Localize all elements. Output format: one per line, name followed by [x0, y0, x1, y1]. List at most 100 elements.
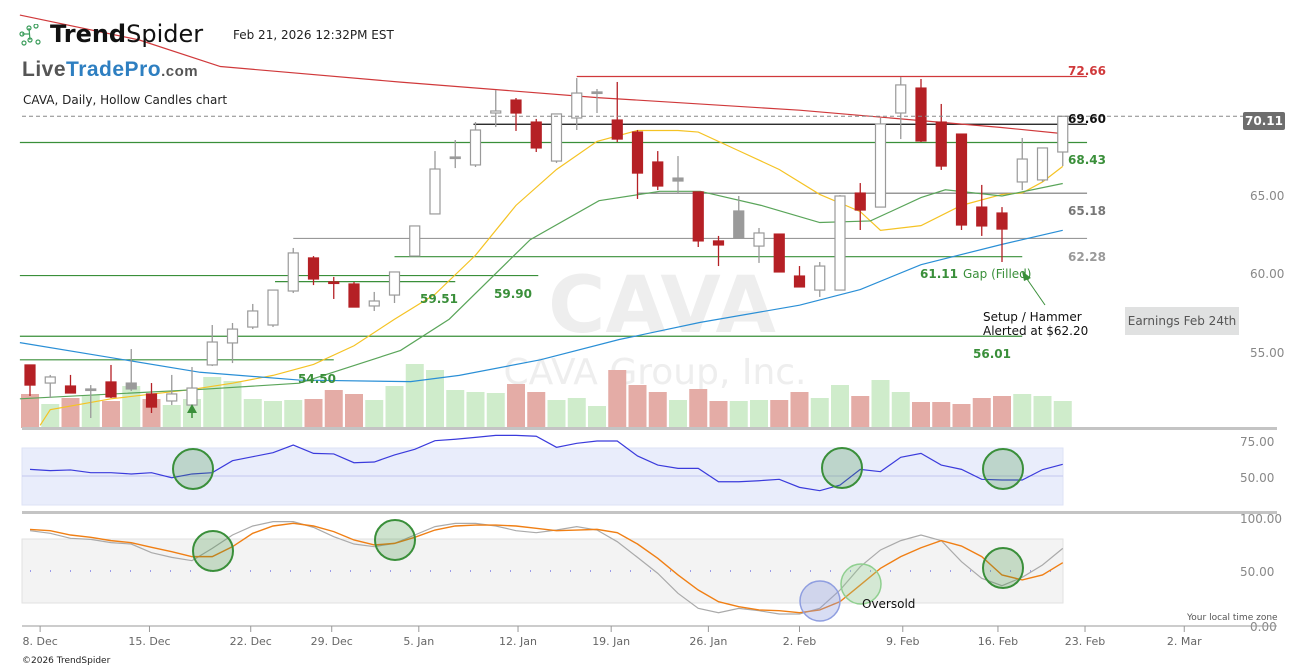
candle-body	[712, 240, 725, 246]
moving-average-ma200	[19, 14, 1063, 135]
level-label-56-01: 56.01	[973, 347, 1011, 361]
logo-part-com: .com	[161, 63, 199, 80]
candle-body	[915, 87, 927, 142]
candle-body	[976, 206, 988, 227]
volume-bar	[729, 401, 748, 428]
time-tick-label: 29. Dec	[311, 635, 353, 648]
level-label-59-51: 59.51	[420, 292, 458, 306]
candle-body	[44, 376, 56, 384]
stochastic-d-line	[29, 522, 1064, 614]
volume-bar	[547, 400, 566, 428]
candle-body	[449, 156, 461, 160]
time-tick-label: 16. Feb	[978, 635, 1018, 648]
candle-body	[328, 281, 340, 285]
volume-bar	[102, 401, 120, 428]
stoch-signal-circle	[192, 530, 234, 572]
candle-body	[793, 275, 806, 288]
volume-bar	[304, 399, 323, 428]
candle-body	[125, 382, 137, 390]
timezone-label: Your local time zone	[1187, 613, 1278, 623]
candle-body	[409, 225, 421, 257]
candle-body	[368, 300, 380, 307]
volume-bar	[385, 386, 404, 428]
volume-bar	[345, 394, 363, 428]
candle-body	[611, 119, 623, 140]
stoch-signal-circle	[982, 547, 1024, 589]
panel-divider-volume[interactable]	[22, 427, 1277, 430]
candle-body	[348, 283, 360, 308]
time-tick-label: 26. Jan	[689, 635, 727, 648]
volume-bar	[952, 404, 971, 428]
candle-body	[166, 393, 178, 402]
volume-bar	[324, 390, 343, 428]
candle-body	[996, 212, 1008, 230]
time-tick-label: 19. Jan	[592, 635, 630, 648]
volume-bar	[21, 394, 39, 428]
candle-body	[1057, 115, 1069, 153]
price-tick-55: 55.00	[1250, 346, 1284, 360]
level-label-68-43: 68.43	[1068, 153, 1106, 167]
volume-bar	[243, 399, 262, 428]
chart-timestamp: Feb 21, 2026 12:32PM EST	[233, 28, 394, 42]
volume-bar	[608, 370, 627, 428]
volume-bar	[162, 405, 181, 428]
gap-filled-label: Gap (Filled)	[963, 267, 1031, 281]
moving-average-ma50	[19, 182, 1063, 400]
stoch-tick-100: 100.00	[1240, 512, 1282, 526]
volume-bar	[750, 400, 768, 428]
candle-body	[226, 328, 239, 344]
time-tick-label: 2. Mar	[1167, 635, 1202, 648]
level-label-69-60: 69.60	[1068, 112, 1106, 126]
oversold-label: Oversold	[862, 597, 915, 611]
candle-body	[753, 232, 765, 247]
stoch-oversold-circle	[799, 580, 841, 622]
candle-body	[550, 113, 563, 162]
candle-body	[105, 381, 117, 398]
candle-body	[247, 310, 259, 328]
rsi-tick-50: 50.00	[1240, 471, 1274, 485]
volume-bar	[446, 390, 465, 428]
candle-body	[672, 177, 684, 182]
level-label-62-28: 62.28	[1068, 250, 1106, 264]
volume-bar	[203, 377, 222, 428]
rsi-tick-75: 75.00	[1240, 435, 1274, 449]
symbol-description: CAVA, Daily, Hollow Candles chart	[23, 93, 228, 107]
price-tick-65: 65.00	[1250, 189, 1284, 203]
brand-light: Spider	[126, 20, 204, 48]
candle-body	[814, 265, 826, 291]
candle-body	[935, 121, 947, 167]
rsi-signal-circle	[982, 448, 1024, 490]
copyright: ©2026 TrendSpider	[22, 656, 111, 666]
candle-body	[692, 191, 704, 242]
panel-divider-rsi[interactable]	[22, 511, 1277, 514]
candle-body	[469, 129, 482, 166]
volume-bar	[831, 385, 849, 428]
spider-logo-icon	[19, 24, 41, 46]
level-label-65-18: 65.18	[1068, 204, 1106, 218]
candle-body	[874, 123, 887, 208]
candle-body	[591, 91, 603, 95]
level-label-72-66: 72.66	[1068, 64, 1106, 78]
volume-bar	[912, 402, 930, 428]
level-label-61-11: 61.11	[920, 267, 958, 281]
time-tick-label: 23. Feb	[1065, 635, 1105, 648]
volume-bar	[426, 370, 444, 428]
brand-bold: Trend	[50, 20, 127, 48]
time-tick-label: 2. Feb	[783, 635, 816, 648]
candle-body	[1016, 158, 1028, 183]
volume-bar	[648, 392, 667, 428]
volume-bar	[41, 404, 60, 428]
watermark-ticker: CAVA	[548, 261, 776, 351]
volume-bar	[770, 400, 789, 428]
time-tick-label: 8. Dec	[22, 635, 57, 648]
volume-bar	[567, 398, 586, 428]
volume-bar	[628, 385, 647, 428]
rsi-line	[29, 434, 1063, 492]
candle-body	[206, 341, 218, 366]
setup-label-line1: Setup / Hammer	[983, 310, 1082, 324]
candle-body	[652, 161, 664, 187]
stoch-signal-circle-light	[840, 563, 882, 605]
candle-body	[773, 233, 785, 273]
current-price-tag: 70.11	[1243, 112, 1285, 130]
